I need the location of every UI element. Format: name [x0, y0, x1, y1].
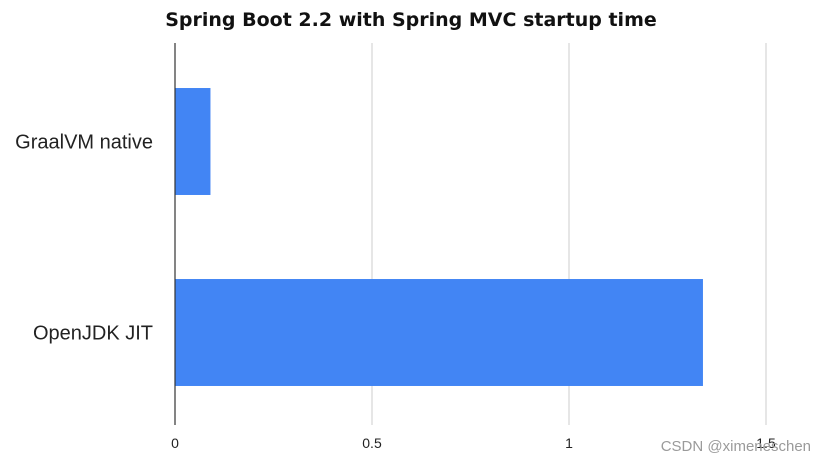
x-tick-label: 0.5 [362, 435, 382, 451]
x-tick-label: 0 [171, 435, 179, 451]
x-tick-labels: 0 0.5 1 1.5 [171, 435, 776, 451]
chart-title: Spring Boot 2.2 with Spring MVC startup … [165, 9, 657, 31]
x-tick-label: 1.5 [756, 435, 776, 451]
watermark: CSDN @ximeneschen [661, 438, 811, 455]
category-label: GraalVM native [15, 132, 153, 154]
category-label: OpenJDK JIT [33, 323, 153, 345]
bar [175, 279, 703, 386]
x-tick-label: 1 [565, 435, 573, 451]
category-labels: GraalVM native OpenJDK JIT [15, 132, 153, 345]
bars [175, 88, 703, 386]
bar [175, 88, 211, 195]
